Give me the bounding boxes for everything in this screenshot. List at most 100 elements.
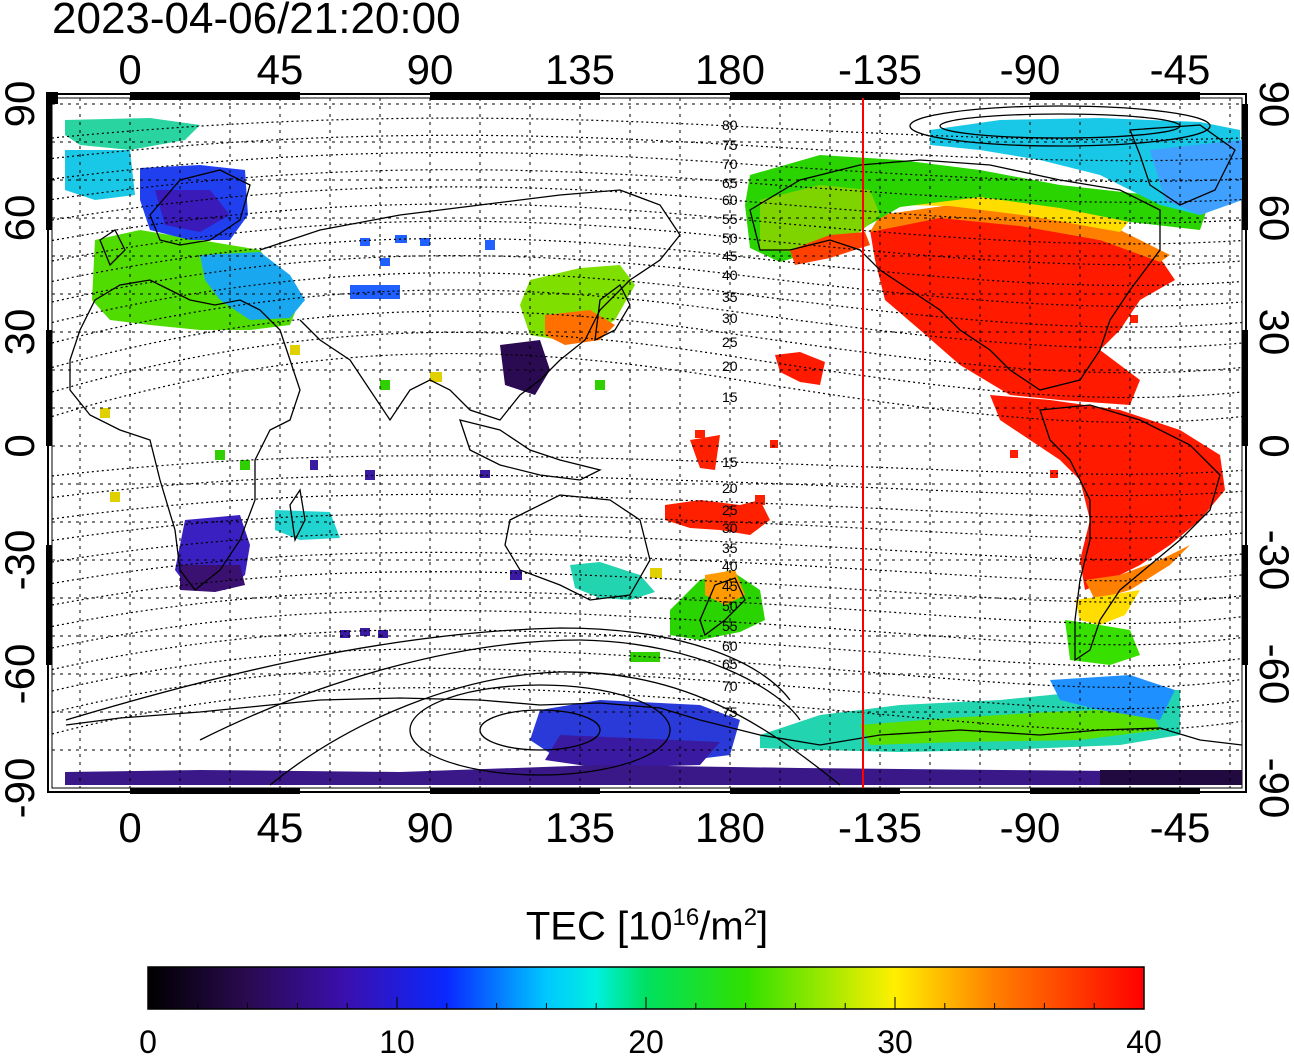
contour-line-north (52, 272, 1242, 328)
lat-tick-left: -60 (0, 644, 43, 705)
lat-tick-right: 60 (1251, 195, 1294, 242)
tec-region-north-america (870, 215, 1175, 405)
contour-label-south: 35 (722, 540, 738, 556)
contour-line-north (52, 117, 1242, 141)
colorbar-title-end: ] (757, 904, 769, 949)
lon-tick-bottom: -90 (1000, 804, 1061, 851)
contour-label-south: 50 (722, 598, 738, 614)
contour-label-south: 45 (722, 578, 738, 594)
contour-label-south: 55 (722, 618, 738, 634)
lon-tick-bottom: -45 (1150, 804, 1211, 851)
contour-line-north (52, 220, 1242, 266)
lat-tick-right: 90 (1251, 81, 1294, 128)
contour-line-south (52, 551, 1242, 585)
contour-label-south: 30 (722, 520, 738, 536)
lon-tick-bottom: 0 (118, 804, 141, 851)
contour-label-south: 60 (722, 638, 738, 654)
tec-region-south-america (990, 395, 1225, 590)
lat-tick-right: -60 (1251, 644, 1294, 705)
contour-label-north: 50 (722, 230, 738, 246)
tec-colorbar: 0 10 20 30 40 (139, 966, 1162, 1057)
lon-tick-bottom: 180 (695, 804, 765, 851)
contour-label-north: 80 (722, 117, 738, 133)
contour-label-north: 20 (722, 358, 738, 374)
lat-tick-left: 60 (0, 195, 43, 242)
tec-region-pacific-islands (665, 500, 770, 535)
colorbar-title-exp1: 16 (672, 904, 700, 931)
lon-tick-top: -45 (1150, 46, 1211, 93)
lon-tick-bottom: 135 (545, 804, 615, 851)
contour-line-north (52, 134, 1242, 162)
frame-edge-marks (46, 92, 1248, 794)
contour-line-south (52, 532, 1242, 563)
contour-line-south (52, 493, 1242, 520)
lat-tick-left: 0 (0, 434, 43, 457)
lon-tick-top: 180 (695, 46, 765, 93)
contour-label-north: 55 (722, 211, 738, 227)
colorbar-tick-label: 0 (139, 1024, 157, 1057)
contour-label-north: 75 (722, 137, 738, 153)
lon-tick-bottom: -135 (838, 804, 922, 851)
contour-line-north (52, 169, 1242, 203)
lon-tick-top: -135 (838, 46, 922, 93)
contour-label-south: 25 (722, 502, 738, 518)
contour-label-south: 40 (722, 558, 738, 574)
contour-labels: 8075706560555045403530252015152025303540… (722, 117, 738, 720)
contour-label-north: 40 (722, 267, 738, 283)
colorbar-tick-label: 10 (379, 1024, 415, 1057)
contour-line-south (52, 571, 1242, 606)
lat-tick-right: 30 (1251, 309, 1294, 356)
lat-tick-left: 30 (0, 309, 43, 356)
lat-tick-right: 0 (1251, 434, 1294, 457)
contour-line-north (52, 203, 1242, 245)
contour-label-north: 35 (722, 289, 738, 305)
contour-line-north (52, 151, 1242, 183)
contour-line-south (52, 609, 1242, 649)
colorbar-title: TEC [1016/m2] (0, 904, 1294, 949)
lat-tick-left: -30 (0, 530, 43, 591)
contour-label-north: 30 (722, 310, 738, 326)
lat-tick-left: 90 (0, 81, 43, 128)
contour-label-north: 70 (722, 156, 738, 172)
contour-line-south (52, 513, 1242, 542)
lon-tick-bottom: 45 (257, 804, 304, 851)
colorbar-title-main: TEC [10 (525, 904, 673, 949)
contour-label-south: 70 (722, 678, 738, 694)
contour-line-south (52, 629, 1242, 671)
contour-label-north: 60 (722, 192, 738, 208)
contour-label-south: 20 (722, 480, 738, 496)
contour-line-north (52, 186, 1242, 224)
timestamp-title: 2023-04-06/21:20:00 (52, 0, 461, 43)
lon-tick-top: 135 (545, 46, 615, 93)
colorbar-title-exp2: 2 (743, 904, 758, 931)
lat-tick-right: -90 (1251, 758, 1294, 819)
contour-label-south: 15 (722, 454, 738, 470)
lat-tick-left: -90 (0, 758, 43, 819)
colorbar-tick-label: 20 (628, 1024, 664, 1057)
contour-line-north (52, 352, 1242, 423)
contour-line-south (52, 667, 1242, 714)
lon-tick-top: 45 (257, 46, 304, 93)
contour-label-north: 15 (722, 389, 738, 405)
contour-line-north (52, 255, 1242, 307)
lon-tick-top: 0 (118, 46, 141, 93)
lat-tick-right: -30 (1251, 530, 1294, 591)
tec-world-map: 8075706560555045403530252015152025303540… (0, 46, 1294, 851)
contour-label-south: 65 (722, 656, 738, 672)
colorbar-title-mid: /m (699, 904, 744, 949)
contour-line-north (52, 237, 1242, 287)
contour-line-south (52, 474, 1242, 499)
contour-line-south (52, 455, 1242, 477)
contour-label-north: 65 (722, 175, 738, 191)
contour-label-south: 75 (722, 704, 738, 720)
lon-tick-top: 90 (407, 46, 454, 93)
coastlines (65, 124, 1242, 746)
contour-label-north: 25 (722, 334, 738, 350)
colorbar-tick-label: 40 (1126, 1024, 1162, 1057)
colorbar-tick-label: 30 (877, 1024, 913, 1057)
lat-lon-grid (52, 98, 1242, 788)
lon-tick-top: -90 (1000, 46, 1061, 93)
contour-line-south (52, 590, 1242, 628)
lon-tick-bottom: 90 (407, 804, 454, 851)
contour-label-north: 45 (722, 248, 738, 264)
